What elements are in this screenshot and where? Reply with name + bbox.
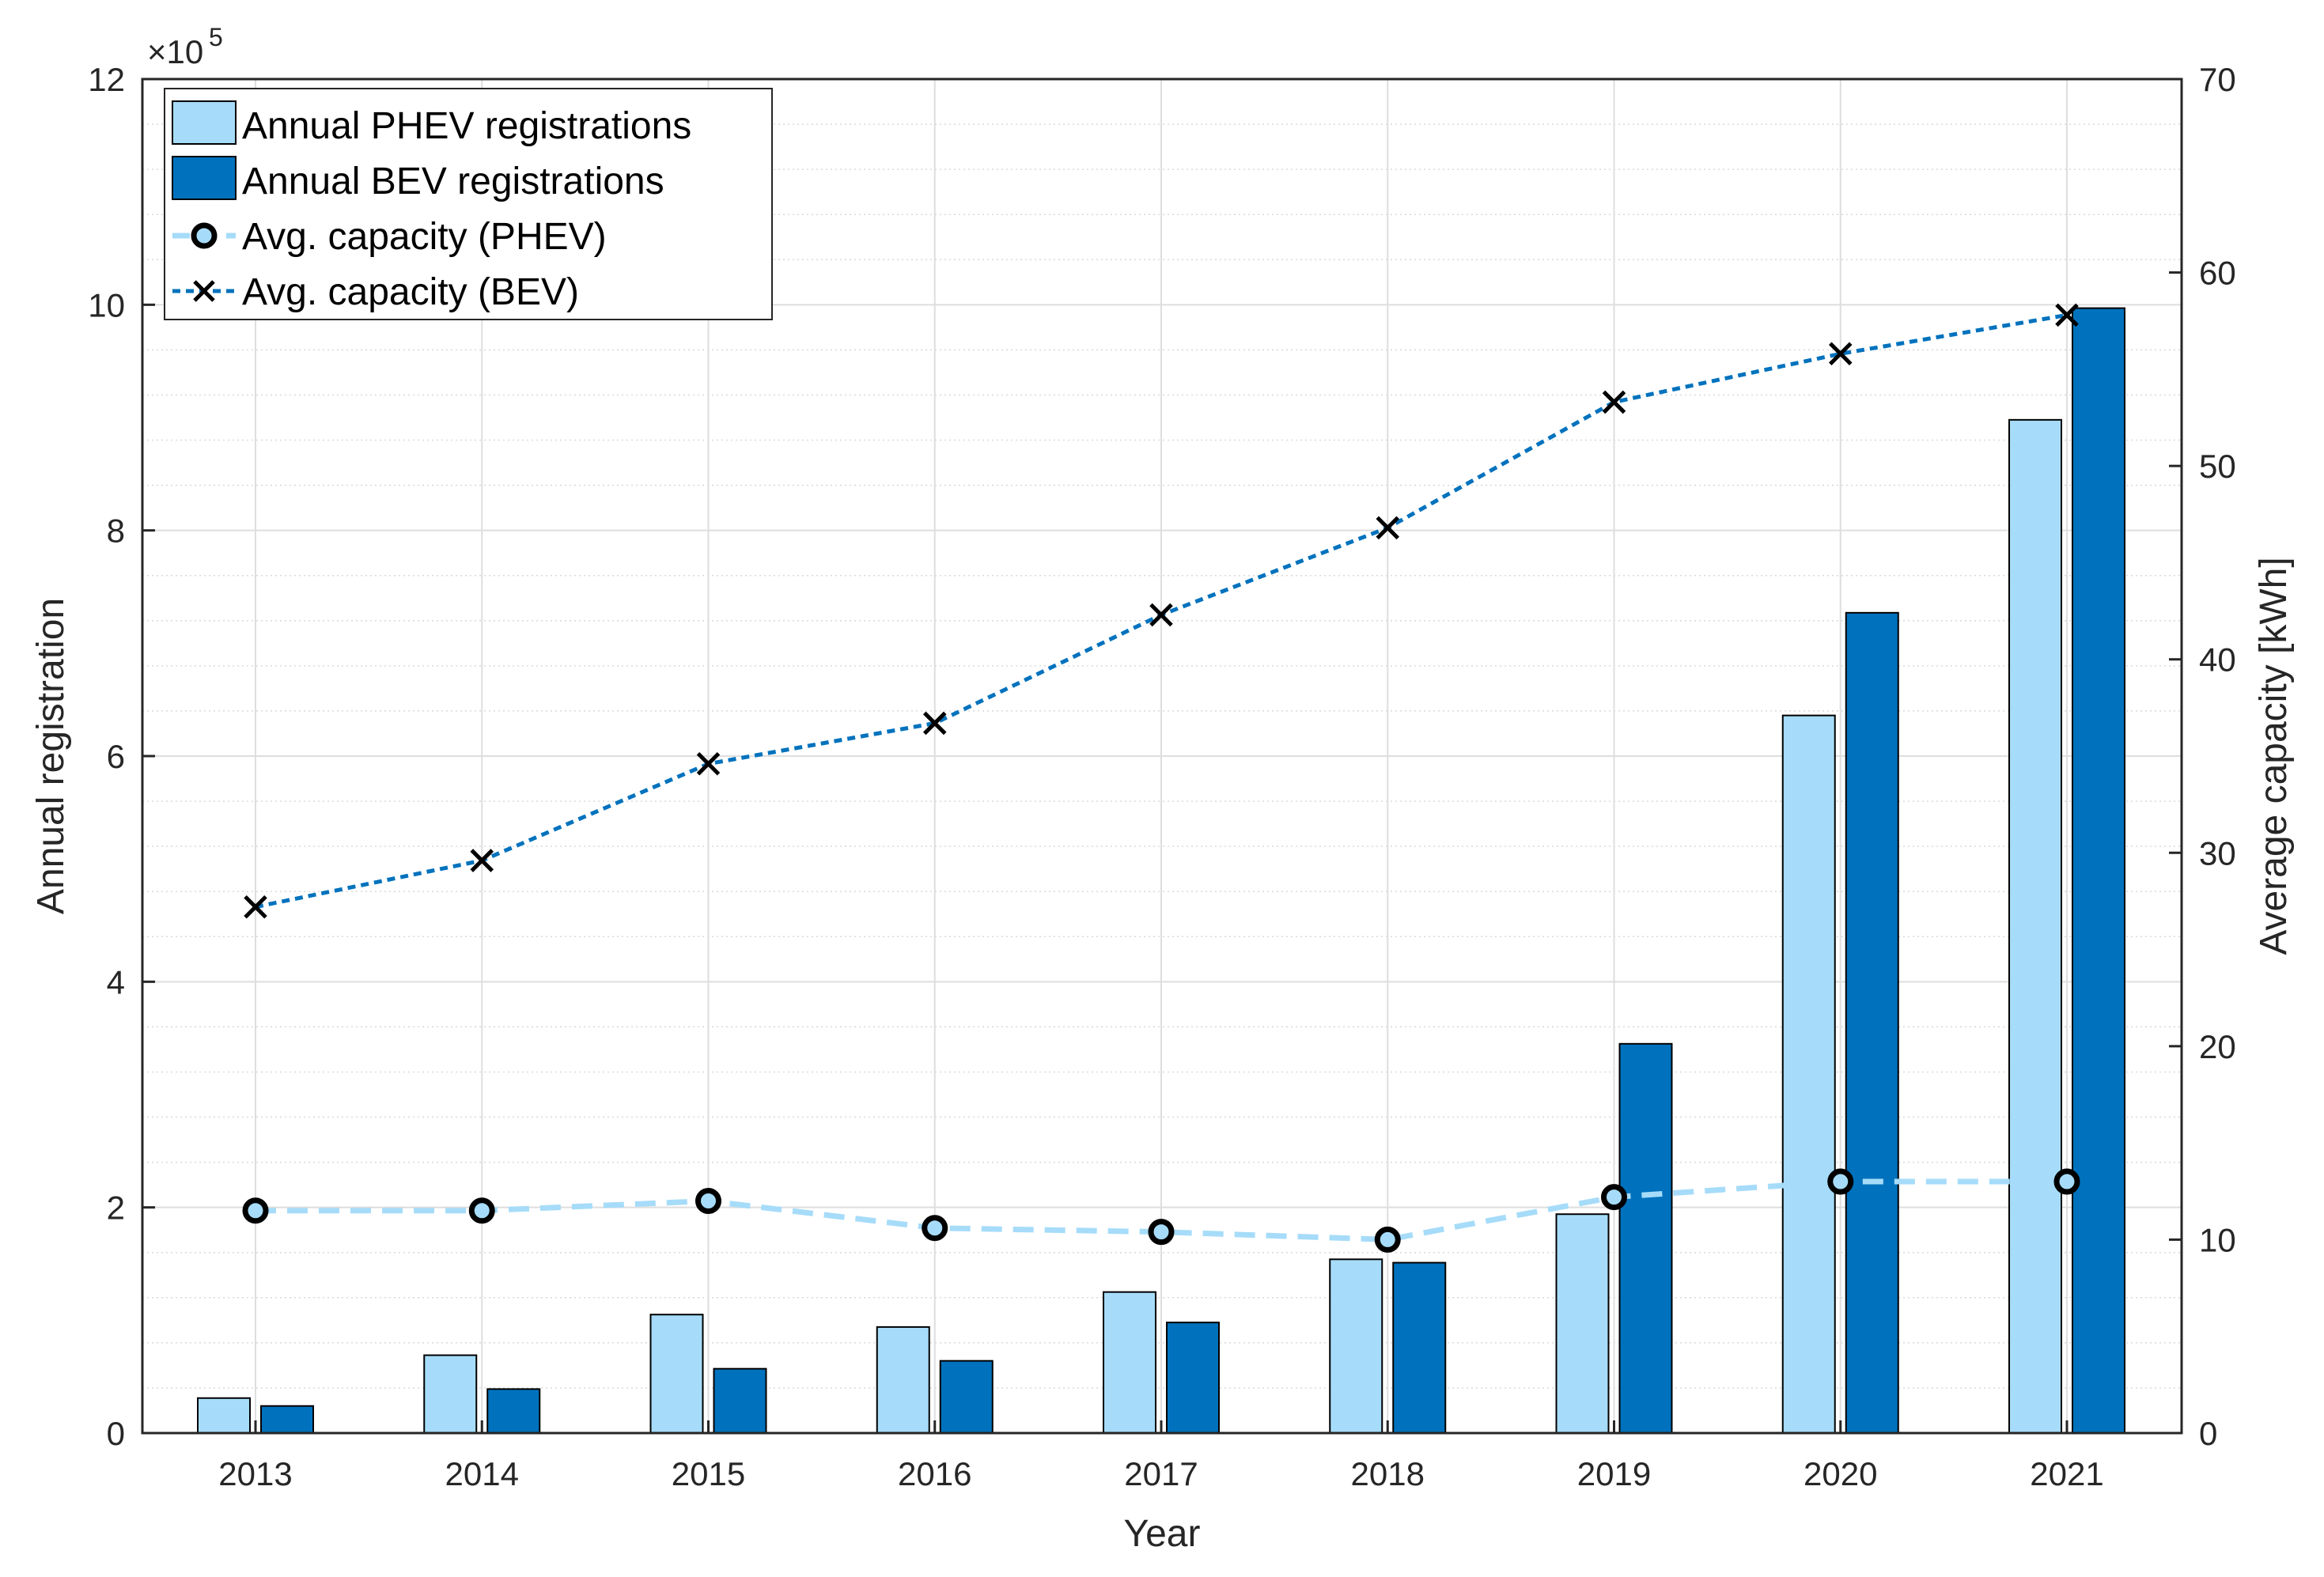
bar-bev-2014 bbox=[486, 1388, 541, 1434]
y-left-tick-label: 6 bbox=[107, 738, 125, 775]
bar-phev-2016 bbox=[876, 1326, 930, 1434]
bar-phev-2014 bbox=[423, 1354, 478, 1435]
legend-box bbox=[164, 88, 773, 320]
bar-phev-2019 bbox=[1555, 1213, 1610, 1435]
bar-bev-2017 bbox=[1166, 1322, 1220, 1434]
marker-phev-capacity-2017 bbox=[1148, 1219, 1175, 1246]
y-right-tick-label: 40 bbox=[2199, 641, 2236, 679]
marker-phev-capacity-2020 bbox=[1827, 1168, 1854, 1195]
bar-bev-2019 bbox=[1618, 1042, 1673, 1435]
y-left-tick-label: 10 bbox=[88, 286, 125, 323]
y-left-tick-label: 12 bbox=[88, 61, 125, 98]
marker-phev-capacity-2015 bbox=[695, 1188, 721, 1215]
bar-phev-2021 bbox=[2008, 418, 2062, 1434]
marker-phev-capacity-2014 bbox=[468, 1197, 495, 1224]
x-axis-title: Year bbox=[1124, 1513, 1201, 1555]
lines-layer bbox=[242, 303, 2080, 1253]
bars-layer bbox=[197, 307, 2125, 1435]
x-tick-label-2017: 2017 bbox=[1124, 1455, 1198, 1492]
marker-bev-capacity-2020 bbox=[1828, 342, 1853, 366]
x-tick-label-2014: 2014 bbox=[445, 1455, 519, 1492]
marker-bev-capacity-2018 bbox=[1376, 516, 1400, 540]
marker-bev-capacity-2013 bbox=[244, 894, 267, 919]
y-right-tick-label: 60 bbox=[2199, 255, 2236, 292]
marker-phev-capacity-2016 bbox=[922, 1215, 948, 1242]
x-tick-label-2018: 2018 bbox=[1351, 1455, 1425, 1492]
marker-bev-capacity-2019 bbox=[1602, 390, 1626, 414]
legend-label-bev-bars: Annual BEV registrations bbox=[242, 161, 664, 202]
y-axis-right-title: Average capacity [kWh] bbox=[2253, 557, 2295, 955]
x-tick-label-2015: 2015 bbox=[672, 1455, 745, 1492]
bar-bev-2018 bbox=[1392, 1261, 1447, 1435]
legend-label-bev-capacity: Avg. capacity (BEV) bbox=[242, 271, 579, 313]
y-left-tick-label: 0 bbox=[107, 1415, 125, 1452]
marker-phev-capacity-2019 bbox=[1601, 1184, 1627, 1211]
x-tick-label-2013: 2013 bbox=[218, 1455, 292, 1492]
marker-phev-capacity-2013 bbox=[242, 1197, 269, 1224]
y-right-tick-label: 10 bbox=[2199, 1221, 2236, 1258]
marker-bev-capacity-2017 bbox=[1149, 603, 1173, 627]
legend-swatch-phev bbox=[172, 100, 237, 145]
x-tick-label-2020: 2020 bbox=[1804, 1455, 1877, 1492]
y-right-tick-label: 0 bbox=[2199, 1415, 2217, 1452]
bar-phev-2020 bbox=[1781, 714, 1836, 1434]
bar-bev-2013 bbox=[260, 1405, 314, 1435]
y-axis-left-title: Annual registration bbox=[30, 598, 72, 914]
left-axis-exponent: 5 bbox=[209, 23, 223, 51]
line-phev-capacity bbox=[255, 1178, 2067, 1242]
y-right-tick-label: 20 bbox=[2199, 1028, 2236, 1065]
marker-bev-capacity-2016 bbox=[922, 711, 947, 736]
bar-bev-2015 bbox=[713, 1367, 767, 1435]
bar-phev-2018 bbox=[1329, 1258, 1383, 1434]
legend-swatch-bev bbox=[172, 156, 237, 200]
y-right-tick-label: 70 bbox=[2199, 61, 2236, 98]
y-right-tick-label: 50 bbox=[2199, 448, 2236, 485]
marker-bev-capacity-2015 bbox=[696, 752, 721, 776]
y-left-tick-label: 2 bbox=[107, 1189, 125, 1227]
x-tick-label-2016: 2016 bbox=[898, 1455, 971, 1492]
axes-layer: 0 2 4 6 8 10 12 0 10 20 30 40 50 60 70 2013 2014 2015 2016… bbox=[88, 61, 2235, 1492]
marker-bev-capacity-2021 bbox=[2055, 303, 2079, 327]
x-tick-label-2021: 2021 bbox=[2030, 1455, 2103, 1492]
bar-phev-2015 bbox=[649, 1314, 704, 1434]
bar-phev-2017 bbox=[1103, 1291, 1156, 1434]
legend-marker-phev bbox=[191, 222, 218, 249]
x-tick-label-2019: 2019 bbox=[1577, 1455, 1651, 1492]
legend-label-phev-bars: Annual PHEV registrations bbox=[242, 105, 691, 147]
bar-bev-2021 bbox=[2072, 307, 2125, 1435]
legend-marker-bev bbox=[193, 280, 215, 302]
marker-phev-capacity-2021 bbox=[2053, 1168, 2080, 1195]
legend: Annual PHEV registrations Annual BEV reg… bbox=[164, 88, 773, 320]
bar-bev-2020 bbox=[1845, 611, 1899, 1434]
marker-phev-capacity-2018 bbox=[1374, 1226, 1401, 1253]
y-left-tick-label: 8 bbox=[107, 512, 125, 550]
marker-bev-capacity-2014 bbox=[470, 849, 494, 872]
left-axis-multiplier: ×10 bbox=[147, 33, 203, 70]
y-right-tick-label: 30 bbox=[2199, 834, 2236, 872]
bar-phev-2013 bbox=[197, 1397, 251, 1434]
bar-bev-2016 bbox=[939, 1360, 994, 1435]
legend-label-phev-capacity: Avg. capacity (PHEV) bbox=[242, 216, 607, 258]
y-left-tick-label: 4 bbox=[107, 963, 125, 1000]
